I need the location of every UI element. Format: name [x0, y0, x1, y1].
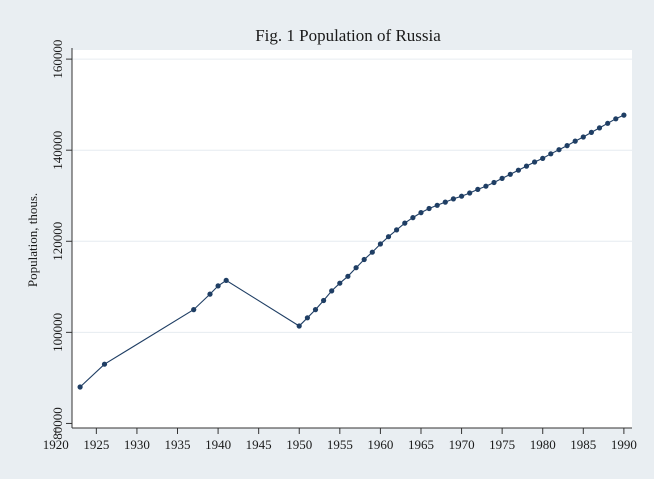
data-point-1990 [621, 112, 627, 118]
x-tick-label-1970: 1970 [449, 437, 475, 452]
gridlines [72, 58, 632, 333]
data-point-1976 [507, 171, 513, 177]
data-point-1939 [207, 291, 213, 297]
data-point-1954 [329, 288, 335, 294]
data-point-1940 [215, 283, 221, 289]
x-tick-label-1920: 1920 [43, 437, 69, 452]
data-point-1978 [523, 163, 530, 169]
x-tick-label-1955: 1955 [327, 437, 353, 452]
data-point-1969 [450, 196, 456, 202]
data-point-1966 [426, 205, 432, 212]
data-point-1951 [304, 315, 310, 321]
data-point-1960 [377, 241, 383, 247]
y-tick-label-100000: 100000 [50, 313, 65, 352]
data-point-1975 [499, 175, 505, 181]
data-point-1963 [402, 220, 408, 226]
data-point-1959 [369, 249, 375, 255]
data-point-1956 [345, 273, 351, 279]
data-point-1937 [191, 307, 197, 313]
data-point-1981 [548, 151, 554, 157]
data-point-1964 [410, 215, 416, 221]
y-tick-label-160000: 160000 [50, 40, 65, 79]
data-point-1977 [515, 167, 522, 173]
data-point-1955 [337, 280, 343, 286]
data-point-1982 [556, 147, 562, 153]
data-point-1953 [321, 297, 327, 304]
data-point-1980 [540, 155, 546, 161]
x-tick-label-1980: 1980 [530, 437, 556, 452]
y-axis-label: Population, thous. [25, 193, 40, 287]
data-point-1972 [475, 186, 481, 192]
data-point-1987 [596, 125, 603, 131]
data-point-1979 [532, 159, 538, 165]
data-series [77, 112, 627, 390]
data-point-1973 [483, 183, 489, 189]
axes: 80000 100000 120000 140000 160000 1920 1925 193… [43, 40, 637, 452]
data-point-1941 [223, 277, 229, 283]
data-point-1923 [77, 384, 83, 390]
x-tick-label-1985: 1985 [570, 437, 596, 452]
data-point-1983 [564, 143, 570, 149]
plot-area [72, 50, 632, 428]
x-tick-label-1990: 1990 [611, 437, 637, 452]
data-point-1952 [312, 307, 319, 313]
data-point-1967 [434, 202, 440, 208]
x-tick-label-1930: 1930 [124, 437, 150, 452]
y-tick-label-80000: 80000 [50, 407, 65, 440]
chart-title: Fig. 1 Population of Russia [255, 26, 441, 45]
data-point-1926 [101, 361, 108, 367]
data-point-1984 [572, 138, 578, 144]
data-point-1985 [580, 134, 586, 140]
data-point-1988 [605, 120, 611, 126]
data-point-1958 [361, 256, 367, 263]
data-point-1968 [442, 199, 448, 205]
x-tick-label-1935: 1935 [165, 437, 191, 452]
data-point-1965 [418, 210, 424, 216]
data-point-1962 [394, 227, 400, 233]
data-point-1950 [296, 323, 302, 329]
data-point-1970 [459, 193, 465, 199]
x-tick-label-1925: 1925 [83, 437, 109, 452]
data-point-1989 [613, 116, 619, 122]
data-point-1957 [353, 265, 359, 271]
x-tick-label-1940: 1940 [205, 437, 231, 452]
data-point-1974 [491, 179, 497, 186]
x-tick-label-1950: 1950 [286, 437, 312, 452]
data-point-1986 [588, 129, 595, 135]
y-tick-label-140000: 140000 [50, 131, 65, 170]
x-tick-label-1975: 1975 [489, 437, 515, 452]
x-tick-label-1965: 1965 [408, 437, 434, 452]
x-tick-label-1945: 1945 [246, 437, 272, 452]
x-tick-label-1960: 1960 [367, 437, 393, 452]
data-point-1971 [467, 190, 473, 196]
y-tick-label-120000: 120000 [50, 222, 65, 261]
data-point-1961 [385, 234, 392, 240]
